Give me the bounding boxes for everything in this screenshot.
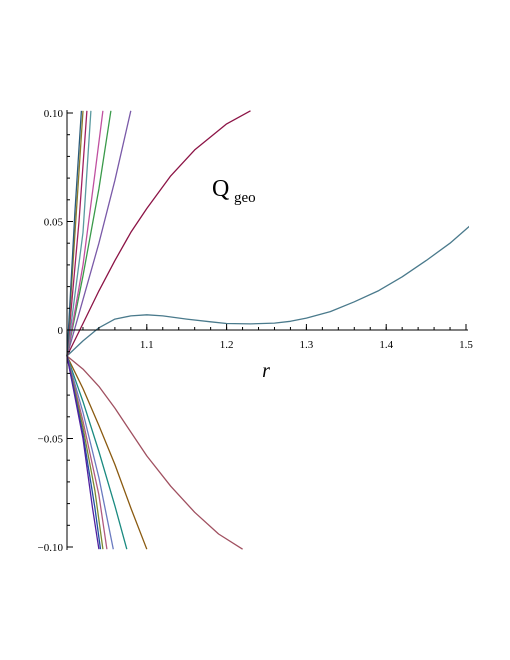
series-line-2 (66, 110, 251, 357)
series-line-3 (66, 110, 132, 357)
series-line-13 (66, 355, 114, 550)
y-tick-label: 0.10 (44, 108, 64, 120)
y-tick-label: 0.05 (44, 217, 64, 229)
series-line-6 (66, 110, 92, 357)
series-line-11 (66, 355, 148, 550)
y-tick-label: −0.05 (38, 434, 64, 446)
x-axis-label: r (262, 360, 270, 382)
y-tick-label: −0.10 (38, 542, 64, 554)
y-tick-label: 0 (58, 325, 64, 337)
series-line-1 (66, 225, 469, 357)
series-line-10 (66, 355, 243, 550)
series-line-14 (66, 355, 108, 550)
x-tick-label: 1.3 (300, 339, 314, 351)
x-tick-label: 1.2 (220, 339, 234, 351)
x-tick-label: 1.4 (379, 339, 393, 351)
annotation-geo: geo (234, 190, 256, 206)
series-line-17 (66, 355, 100, 550)
series-line-15 (66, 355, 104, 550)
series-group (66, 110, 469, 550)
series-line-5 (66, 110, 104, 357)
series-line-9 (66, 110, 83, 357)
series-line-12 (66, 355, 128, 550)
axes (66, 110, 468, 550)
series-line-7 (66, 110, 88, 357)
series-line-4 (66, 110, 112, 357)
annotation-q: Q (212, 176, 229, 202)
x-tick-label: 1.1 (140, 339, 154, 351)
ticks: 0.10 0.05 0 −0.05 −0.10 1.1 1.2 1.3 1.4 1.5 (38, 108, 474, 554)
x-tick-label: 1.5 (459, 339, 473, 351)
